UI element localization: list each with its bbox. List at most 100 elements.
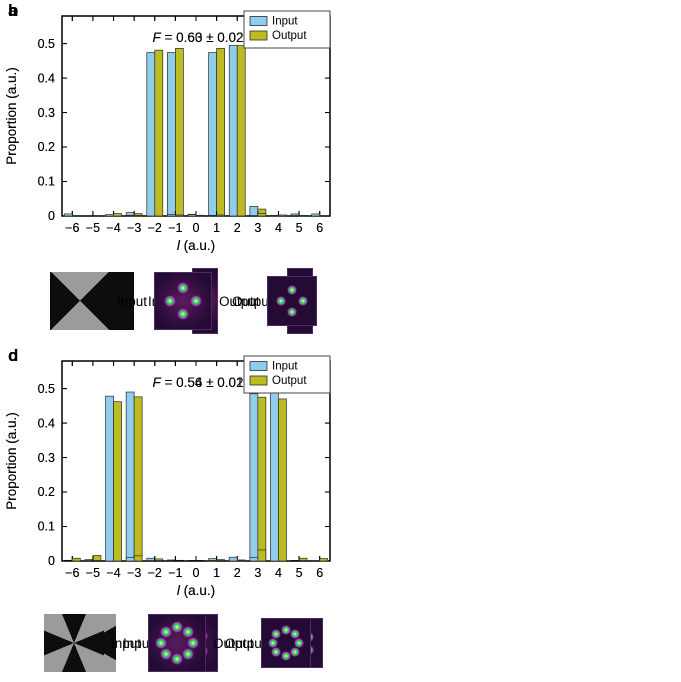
bar-output — [257, 213, 267, 217]
x-tick-label: 6 — [316, 566, 323, 580]
output-intensity-image — [266, 276, 317, 326]
x-axis-label: l (a.u.) — [177, 238, 215, 253]
panel-letter-c: c — [8, 346, 18, 365]
y-tick-label: 0.2 — [38, 485, 55, 499]
x-tick-label: −6 — [65, 221, 79, 235]
x-tick-label: 2 — [234, 566, 241, 580]
y-tick-label: 0.4 — [38, 416, 55, 430]
bar-input — [125, 557, 135, 562]
intensity-spot — [176, 307, 190, 321]
x-tick-label: −2 — [148, 566, 162, 580]
y-tick-label: 0.2 — [38, 485, 55, 499]
y-tick-label: 0.3 — [38, 106, 55, 120]
y-tick-label: 0.3 — [38, 451, 55, 465]
x-tick-label: −5 — [86, 566, 100, 580]
y-tick-label: 0.2 — [38, 140, 55, 154]
x-tick-label: −3 — [127, 221, 141, 235]
intensity-spot — [176, 281, 190, 295]
x-axis-label: l (a.u.) — [177, 238, 215, 253]
x-tick-label: 0 — [193, 221, 200, 235]
x-tick-label: 6 — [316, 221, 323, 235]
bar-input — [228, 44, 238, 217]
y-tick-label: 0.4 — [38, 71, 55, 85]
x-tick-label: 6 — [316, 221, 323, 235]
phase-mask-image — [50, 272, 110, 330]
intensity-spot — [189, 294, 203, 308]
bar-output — [113, 401, 122, 562]
x-tick-label: −3 — [127, 566, 141, 580]
x-tick-label: −6 — [65, 566, 79, 580]
x-tick-label: 4 — [275, 221, 282, 235]
bar-output — [113, 213, 122, 217]
fidelity-annotation: F = 0.56 ± 0.01 — [152, 375, 243, 390]
fidelity-annotation: F = 0.60 ± 0.02 — [152, 30, 243, 45]
x-tick-label: 0 — [193, 566, 200, 580]
x-tick-label: 1 — [213, 566, 220, 580]
y-tick-label: 0.3 — [38, 106, 55, 120]
bar-input — [63, 213, 73, 217]
x-tick-label: −1 — [168, 221, 182, 235]
intensity-spot — [181, 647, 195, 661]
bar-output — [154, 49, 164, 217]
x-axis-label: l (a.u.) — [177, 583, 215, 598]
x-tick-label: −3 — [127, 221, 141, 235]
legend-label-output: Output — [272, 30, 307, 42]
bar-output — [298, 215, 308, 217]
bar-output — [236, 45, 246, 217]
legend-label-input: Input — [272, 361, 298, 373]
y-tick-label: 0.2 — [38, 140, 55, 154]
input-intensity-image — [154, 272, 213, 330]
bar-input — [270, 214, 279, 217]
y-tick-label: 0.1 — [38, 520, 55, 534]
x-tick-label: −6 — [65, 221, 79, 235]
intensity-spot — [286, 284, 298, 296]
intensity-spot — [289, 646, 301, 658]
panel-b-chart: b 0 0.1 0.2 0.3 0.4 0.5 −6 −5 −4 −3 −2 −1 0 1 2 3 4 5 6 F = … — [0, 0, 341, 256]
y-tick-label: 0 — [48, 554, 55, 568]
intensity-spot — [275, 295, 287, 307]
intensity-spot — [159, 625, 173, 639]
y-tick-label: 0.1 — [38, 175, 55, 189]
bar-input — [208, 214, 217, 217]
fidelity-annotation: F = 0.63 ± 0.02 — [152, 30, 243, 45]
x-tick-label: −6 — [65, 566, 79, 580]
y-tick-label: 0.1 — [38, 175, 55, 189]
bar-output — [133, 215, 143, 217]
panel-b-image-strip: Input Output — [0, 258, 391, 344]
y-tick-label: 0.4 — [38, 71, 55, 85]
x-tick-label: −2 — [148, 221, 162, 235]
x-axis-label: l (a.u.) — [177, 583, 215, 598]
intensity-spot — [186, 636, 200, 650]
x-tick-label: 3 — [254, 221, 261, 235]
bar-input — [270, 392, 279, 562]
bar-input — [228, 556, 238, 562]
phase-mask-image — [44, 614, 104, 672]
bar-input — [105, 214, 114, 217]
fidelity-annotation: F = 0.54 ± 0.02 — [152, 375, 243, 390]
y-axis-label: Proportion (a.u.) — [4, 412, 19, 510]
x-tick-label: 0 — [193, 221, 200, 235]
x-tick-label: 2 — [234, 221, 241, 235]
y-tick-label: 0.1 — [38, 520, 55, 534]
x-tick-label: 5 — [296, 566, 303, 580]
y-tick-label: 0.5 — [38, 37, 55, 51]
panel-letter-b: b — [8, 1, 19, 20]
bar-input — [146, 52, 156, 217]
y-tick-label: 0.3 — [38, 451, 55, 465]
y-tick-label: 0.4 — [38, 416, 55, 430]
x-tick-label: 3 — [254, 566, 261, 580]
input-intensity-image — [148, 614, 207, 672]
x-tick-label: 3 — [254, 566, 261, 580]
bar-input — [105, 395, 114, 562]
x-tick-label: −3 — [127, 566, 141, 580]
intensity-spot — [280, 624, 292, 636]
panel-letter-d: d — [8, 346, 19, 365]
bar-output — [319, 558, 329, 562]
panel-d-image-strip: Input Output — [0, 604, 385, 682]
panel-d-chart: d 0 0.1 0.2 0.3 0.4 0.5 −6 −5 −4 −3 −2 −1 0 1 2 3 4 5 6 F = … — [0, 345, 341, 601]
bar-output — [236, 560, 246, 562]
y-axis-label: Proportion (a.u.) — [4, 67, 19, 165]
x-tick-label: −4 — [106, 566, 120, 580]
bar-chart-b: 00.10.20.30.40.5−6 −5 −4 −3 −2 −1 0 1 2 3 4 5 6F = 0… — [4, 10, 331, 253]
